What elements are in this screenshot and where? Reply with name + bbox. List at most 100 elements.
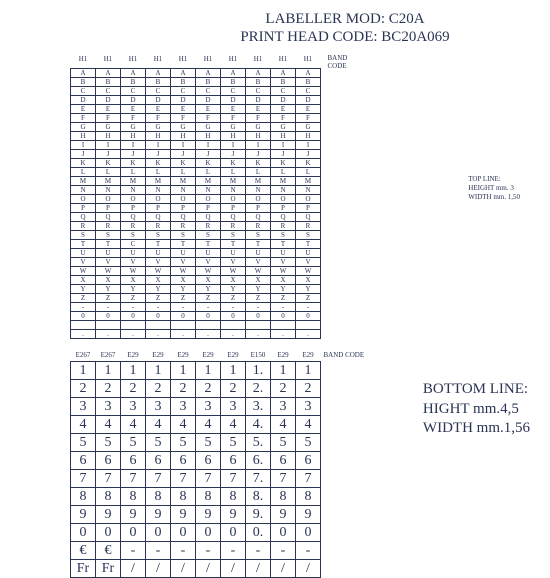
table-row: UUUUUUUUUU	[71, 248, 353, 257]
table-cell: I	[96, 140, 121, 149]
table-cell: J	[146, 149, 171, 158]
table-cell: 4	[71, 415, 96, 433]
table-cell: H	[171, 131, 196, 140]
table-cell: 2.	[246, 379, 271, 397]
table-cell: Q	[71, 212, 96, 221]
table-cell: T	[296, 239, 321, 248]
table-cell: A	[146, 68, 171, 77]
table-cell: Y	[221, 284, 246, 293]
table-row: 77777777.77	[71, 469, 366, 487]
table-row: JJJJJJJJJJ	[71, 149, 353, 158]
table-cell: .	[171, 329, 196, 338]
table-row: OOOOOOOOOO	[71, 194, 353, 203]
table-cell: G	[146, 122, 171, 131]
table-cell: 2	[296, 379, 321, 397]
table-cell: 5	[221, 433, 246, 451]
table-cell: W	[71, 266, 96, 275]
table-cell: 5.	[246, 433, 271, 451]
table-cell: 6	[121, 451, 146, 469]
table-row: AAAAAAAAAA	[71, 68, 353, 77]
table-cell: K	[171, 158, 196, 167]
table-cell: S	[121, 230, 146, 239]
table-cell: G	[71, 122, 96, 131]
table-cell: D	[271, 95, 296, 104]
table-cell: D	[171, 95, 196, 104]
table-cell: 5	[271, 433, 296, 451]
table-cell: 8	[196, 487, 221, 505]
table-cell: €	[71, 541, 96, 559]
table-cell: 3.	[246, 397, 271, 415]
table-cell: R	[246, 221, 271, 230]
table-cell: O	[146, 194, 171, 203]
table-cell: Y	[171, 284, 196, 293]
table-cell	[71, 320, 96, 329]
table-cell: 3	[121, 397, 146, 415]
table-cell: O	[171, 194, 196, 203]
table-cell: V	[296, 257, 321, 266]
table-cell: Q	[271, 212, 296, 221]
table-cell: .	[271, 329, 296, 338]
table-cell: F	[221, 113, 246, 122]
table-row: YYYYYYYYYY	[71, 284, 353, 293]
table-cell: A	[246, 68, 271, 77]
bot-col-header: E29	[171, 349, 196, 362]
table-cell: F	[271, 113, 296, 122]
table-cell: X	[271, 275, 296, 284]
table-cell: 6	[96, 451, 121, 469]
table-cell: 0	[221, 311, 246, 320]
table-cell: K	[271, 158, 296, 167]
table-cell: T	[96, 239, 121, 248]
table-cell: 9	[196, 505, 221, 523]
table-cell: C	[71, 86, 96, 95]
table-cell: W	[271, 266, 296, 275]
table-cell: -	[296, 302, 321, 311]
table-cell: O	[96, 194, 121, 203]
table-cell: K	[71, 158, 96, 167]
table-cell: I	[246, 140, 271, 149]
table-row: 22222222.22	[71, 379, 366, 397]
table-cell: Q	[171, 212, 196, 221]
table-row: 99999999.99	[71, 505, 366, 523]
table-cell: 3	[196, 397, 221, 415]
table-cell: M	[296, 176, 321, 185]
table-cell: /	[196, 559, 221, 577]
table-cell: 2	[196, 379, 221, 397]
table-cell: -	[71, 302, 96, 311]
table-cell: 0	[121, 523, 146, 541]
table-cell: Fr	[71, 559, 96, 577]
table-cell: H	[146, 131, 171, 140]
table-cell: 3	[296, 397, 321, 415]
table-row: MMMMMMMMMM	[71, 176, 353, 185]
table-cell: W	[246, 266, 271, 275]
table-cell: 9	[121, 505, 146, 523]
table-cell: 0	[146, 311, 171, 320]
table-cell: G	[171, 122, 196, 131]
table-cell: T	[71, 239, 96, 248]
table-cell: M	[121, 176, 146, 185]
table-cell: D	[296, 95, 321, 104]
table-cell: X	[121, 275, 146, 284]
table-cell: -	[246, 302, 271, 311]
table-cell: /	[121, 559, 146, 577]
table-cell: D	[121, 95, 146, 104]
table-cell: 0	[146, 523, 171, 541]
table-cell: 7	[196, 469, 221, 487]
table-row: VVVVVVVVVV	[71, 257, 353, 266]
table-cell: 4	[96, 415, 121, 433]
table-cell: U	[121, 248, 146, 257]
table-cell: 3	[171, 397, 196, 415]
table-cell: 1	[121, 361, 146, 379]
table-cell: N	[146, 185, 171, 194]
table-cell: J	[246, 149, 271, 158]
table-cell: L	[246, 167, 271, 176]
table-cell: W	[196, 266, 221, 275]
table-cell: I	[146, 140, 171, 149]
table-cell: 0	[296, 311, 321, 320]
table-row: LLLLLLLLLL	[71, 167, 353, 176]
table-cell: I	[196, 140, 221, 149]
table-cell: 8	[271, 487, 296, 505]
table-row: IIIIIIIIII	[71, 140, 353, 149]
table-cell: R	[221, 221, 246, 230]
table-cell: S	[71, 230, 96, 239]
table-cell: C	[246, 86, 271, 95]
